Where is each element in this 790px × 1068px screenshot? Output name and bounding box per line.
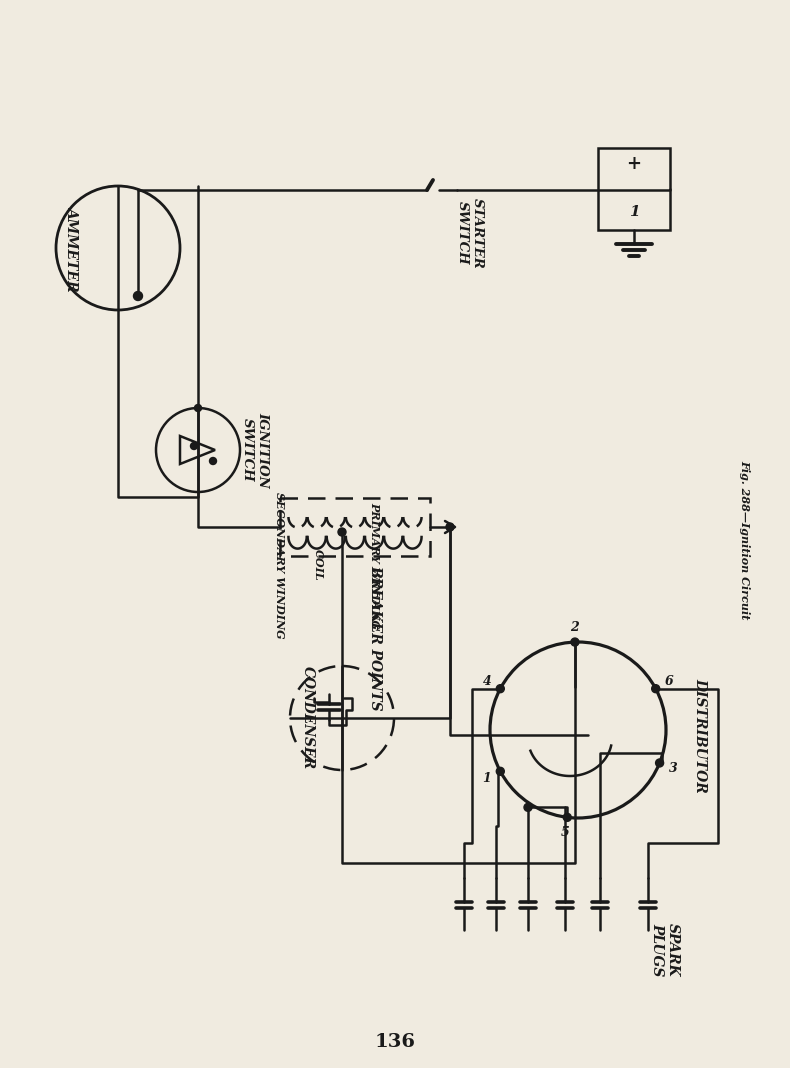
Text: 5: 5	[561, 826, 570, 838]
Text: 1: 1	[483, 772, 491, 785]
Text: 136: 136	[374, 1033, 416, 1051]
Bar	[280, 498, 430, 556]
Text: SPARK
PLUGS: SPARK PLUGS	[650, 923, 680, 977]
Text: 1: 1	[629, 205, 639, 219]
Text: 3: 3	[669, 763, 678, 775]
Circle shape	[209, 457, 216, 465]
Text: SECONDARY WINDING: SECONDARY WINDING	[274, 491, 285, 639]
Circle shape	[446, 523, 454, 531]
Bar	[598, 148, 670, 230]
Text: 2: 2	[570, 621, 579, 633]
Circle shape	[563, 814, 571, 821]
Text: STARTER
SWITCH: STARTER SWITCH	[456, 198, 484, 268]
Circle shape	[134, 292, 142, 300]
Circle shape	[652, 685, 660, 693]
Text: 4: 4	[483, 675, 491, 688]
Circle shape	[338, 528, 346, 536]
Text: IGNITION
SWITCH: IGNITION SWITCH	[241, 412, 269, 488]
Circle shape	[190, 442, 198, 450]
Text: Fig. 288—Ignition Circuit: Fig. 288—Ignition Circuit	[739, 460, 750, 619]
Circle shape	[571, 638, 579, 646]
Circle shape	[496, 685, 504, 693]
Circle shape	[656, 759, 664, 767]
Text: BREAKER POINTS: BREAKER POINTS	[368, 565, 382, 711]
Text: COIL: COIL	[313, 549, 323, 581]
Text: +: +	[626, 155, 641, 173]
Text: CONDENSER: CONDENSER	[301, 666, 315, 770]
Text: DISTRIBUTOR: DISTRIBUTOR	[693, 677, 707, 792]
Circle shape	[524, 803, 532, 812]
Text: PRIMARY WINDING: PRIMARY WINDING	[370, 502, 381, 628]
Text: 6: 6	[664, 675, 673, 688]
Circle shape	[496, 767, 504, 775]
Text: AMMETER: AMMETER	[65, 206, 79, 290]
Circle shape	[194, 405, 201, 411]
